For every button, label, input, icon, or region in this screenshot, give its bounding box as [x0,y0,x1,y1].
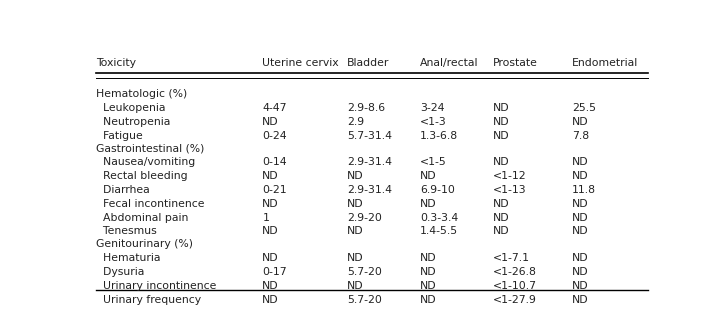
Text: ND: ND [262,253,279,263]
Text: Leukopenia: Leukopenia [97,103,166,113]
Text: Abdominal pain: Abdominal pain [97,213,189,223]
Text: ND: ND [572,226,589,236]
Text: Genitourinary (%): Genitourinary (%) [97,239,193,249]
Text: 0-17: 0-17 [262,267,287,277]
Text: ND: ND [572,281,589,291]
Text: <1-7.1: <1-7.1 [493,253,530,263]
Text: ND: ND [493,226,510,236]
Text: <1-5: <1-5 [420,157,446,167]
Text: Endometrial: Endometrial [572,58,638,68]
Text: ND: ND [347,281,364,291]
Text: ND: ND [493,199,510,209]
Text: 0-14: 0-14 [262,157,287,167]
Text: Fatigue: Fatigue [97,131,143,141]
Text: 4-47: 4-47 [262,103,287,113]
Text: ND: ND [262,294,279,304]
Text: <1-27.9: <1-27.9 [493,294,537,304]
Text: 7.8: 7.8 [572,131,589,141]
Text: ND: ND [572,267,589,277]
Text: ND: ND [493,103,510,113]
Text: 5.7-20: 5.7-20 [347,294,382,304]
Text: ND: ND [262,226,279,236]
Text: ND: ND [262,281,279,291]
Text: Diarrhea: Diarrhea [97,185,150,195]
Text: Hematologic (%): Hematologic (%) [97,89,187,99]
Text: 3-24: 3-24 [420,103,444,113]
Text: ND: ND [572,253,589,263]
Text: ND: ND [347,253,364,263]
Text: 0-24: 0-24 [262,131,287,141]
Text: Toxicity: Toxicity [97,58,136,68]
Text: ND: ND [347,226,364,236]
Text: Tenesmus: Tenesmus [97,226,157,236]
Text: 0-21: 0-21 [262,185,287,195]
Text: 2.9: 2.9 [347,117,364,127]
Text: Uterine cervix: Uterine cervix [262,58,339,68]
Text: ND: ND [493,213,510,223]
Text: ND: ND [572,213,589,223]
Text: Urinary incontinence: Urinary incontinence [97,281,217,291]
Text: <1-12: <1-12 [493,171,526,181]
Text: ND: ND [572,117,589,127]
Text: 5.7-31.4: 5.7-31.4 [347,131,392,141]
Text: 2.9-8.6: 2.9-8.6 [347,103,385,113]
Text: ND: ND [572,294,589,304]
Text: ND: ND [420,281,436,291]
Text: ND: ND [572,157,589,167]
Text: 1.3-6.8: 1.3-6.8 [420,131,458,141]
Text: ND: ND [262,199,279,209]
Text: 2.9-31.4: 2.9-31.4 [347,157,392,167]
Text: ND: ND [493,131,510,141]
Text: ND: ND [572,171,589,181]
Text: 25.5: 25.5 [572,103,596,113]
Text: 1.4-5.5: 1.4-5.5 [420,226,458,236]
Text: ND: ND [262,171,279,181]
Text: ND: ND [420,253,436,263]
Text: 5.7-20: 5.7-20 [347,267,382,277]
Text: Dysuria: Dysuria [97,267,144,277]
Text: Fecal incontinence: Fecal incontinence [97,199,205,209]
Text: ND: ND [420,199,436,209]
Text: Hematuria: Hematuria [97,253,161,263]
Text: Bladder: Bladder [347,58,389,68]
Text: Anal/rectal: Anal/rectal [420,58,478,68]
Text: ND: ND [347,199,364,209]
Text: 2.9-31.4: 2.9-31.4 [347,185,392,195]
Text: ND: ND [420,267,436,277]
Text: ND: ND [493,157,510,167]
Text: Gastrointestinal (%): Gastrointestinal (%) [97,144,205,154]
Text: 2.9-20: 2.9-20 [347,213,382,223]
Text: <1-3: <1-3 [420,117,446,127]
Text: Prostate: Prostate [493,58,538,68]
Text: 11.8: 11.8 [572,185,596,195]
Text: Nausea/vomiting: Nausea/vomiting [97,157,195,167]
Text: 1: 1 [262,213,269,223]
Text: Rectal bleeding: Rectal bleeding [97,171,188,181]
Text: ND: ND [420,294,436,304]
Text: 6.9-10: 6.9-10 [420,185,454,195]
Text: ND: ND [347,171,364,181]
Text: ND: ND [420,171,436,181]
Text: 0.3-3.4: 0.3-3.4 [420,213,458,223]
Text: ND: ND [572,199,589,209]
Text: ND: ND [493,117,510,127]
Text: Neutropenia: Neutropenia [97,117,171,127]
Text: <1-13: <1-13 [493,185,526,195]
Text: ND: ND [262,117,279,127]
Text: <1-26.8: <1-26.8 [493,267,537,277]
Text: <1-10.7: <1-10.7 [493,281,537,291]
Text: Urinary frequency: Urinary frequency [97,294,202,304]
